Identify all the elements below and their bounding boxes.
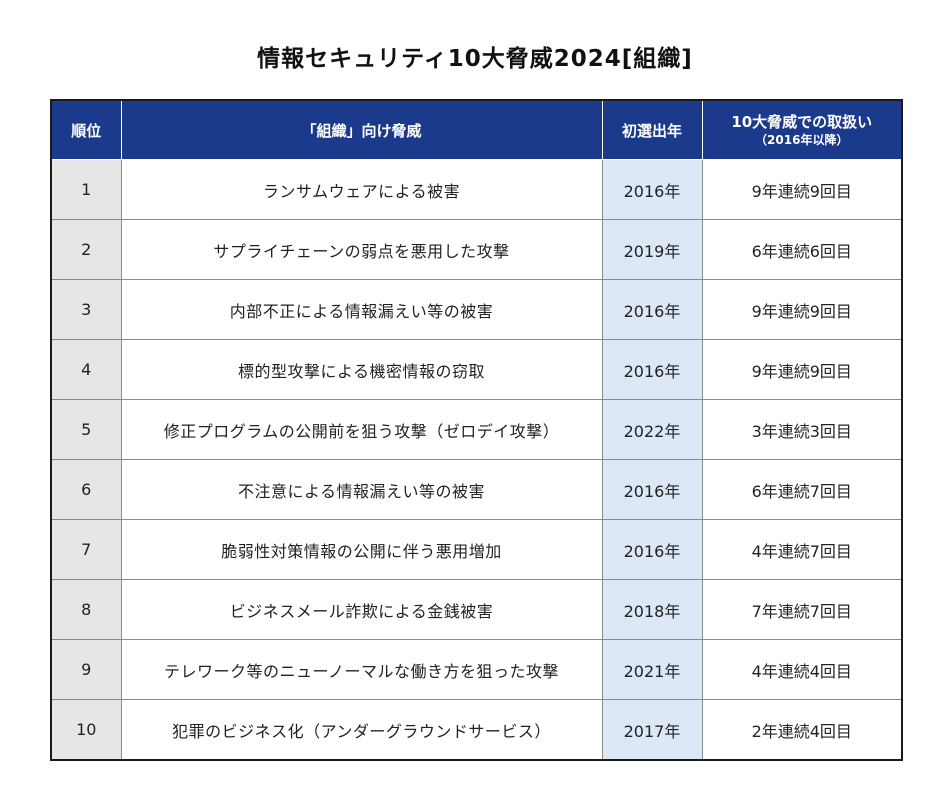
rank-cell: 4: [50, 339, 122, 400]
table-row: 8 ビジネスメール詐欺による金銭被害 2018年 7年連続7回目: [50, 579, 903, 640]
header-row: 順位 「組織」向け脅威 初選出年 10大脅威での取扱い （2016年以降）: [50, 99, 903, 160]
first-year-cell: 2021年: [601, 639, 703, 700]
threat-cell: 犯罪のビジネス化（アンダーグラウンドサービス）: [120, 699, 603, 761]
rank-cell: 2: [50, 219, 122, 280]
table-row: 4 標的型攻撃による機密情報の窃取 2016年 9年連続9回目: [50, 339, 903, 400]
threat-cell: ビジネスメール詐欺による金銭被害: [120, 579, 603, 640]
table-row: 2 サプライチェーンの弱点を悪用した攻撃 2019年 6年連続6回目: [50, 219, 903, 280]
rank-cell: 6: [50, 459, 122, 520]
history-cell: 6年連続6回目: [701, 219, 903, 280]
header-history-main: 10大脅威での取扱い: [731, 112, 873, 131]
header-history: 10大脅威での取扱い （2016年以降）: [701, 99, 903, 160]
table-row: 10 犯罪のビジネス化（アンダーグラウンドサービス） 2017年 2年連続4回目: [50, 699, 903, 761]
threat-cell: サプライチェーンの弱点を悪用した攻撃: [120, 219, 603, 280]
threat-cell: 修正プログラムの公開前を狙う攻撃（ゼロデイ攻撃）: [120, 399, 603, 460]
header-threat: 「組織」向け脅威: [120, 99, 603, 160]
table-row: 5 修正プログラムの公開前を狙う攻撃（ゼロデイ攻撃） 2022年 3年連続3回目: [50, 399, 903, 460]
first-year-cell: 2016年: [601, 339, 703, 400]
first-year-cell: 2022年: [601, 399, 703, 460]
history-cell: 4年連続7回目: [701, 519, 903, 580]
header-rank: 順位: [50, 99, 122, 160]
header-first-year: 初選出年: [601, 99, 703, 160]
threat-cell: 脆弱性対策情報の公開に伴う悪用増加: [120, 519, 603, 580]
first-year-cell: 2018年: [601, 579, 703, 640]
first-year-cell: 2017年: [601, 699, 703, 761]
table-row: 1 ランサムウェアによる被害 2016年 9年連続9回目: [50, 159, 903, 220]
table-row: 7 脆弱性対策情報の公開に伴う悪用増加 2016年 4年連続7回目: [50, 519, 903, 580]
rank-cell: 9: [50, 639, 122, 700]
page-title: 情報セキュリティ10大脅威2024[組織]: [257, 46, 693, 72]
first-year-cell: 2016年: [601, 279, 703, 340]
threat-cell: 不注意による情報漏えい等の被害: [120, 459, 603, 520]
rank-cell: 3: [50, 279, 122, 340]
rank-cell: 10: [50, 699, 122, 761]
rank-cell: 5: [50, 399, 122, 460]
table-row: 6 不注意による情報漏えい等の被害 2016年 6年連続7回目: [50, 459, 903, 520]
threat-ranking-table: 順位 「組織」向け脅威 初選出年 10大脅威での取扱い （2016年以降） 1 …: [50, 99, 903, 761]
threat-cell: ランサムウェアによる被害: [120, 159, 603, 220]
history-cell: 9年連続9回目: [701, 339, 903, 400]
table-row: 3 内部不正による情報漏えい等の被害 2016年 9年連続9回目: [50, 279, 903, 340]
history-cell: 4年連続4回目: [701, 639, 903, 700]
history-cell: 7年連続7回目: [701, 579, 903, 640]
table-body: 1 ランサムウェアによる被害 2016年 9年連続9回目 2 サプライチェーンの…: [50, 159, 903, 761]
rank-cell: 7: [50, 519, 122, 580]
history-cell: 2年連続4回目: [701, 699, 903, 761]
threat-cell: テレワーク等のニューノーマルな働き方を狙った攻撃: [120, 639, 603, 700]
first-year-cell: 2016年: [601, 519, 703, 580]
table-row: 9 テレワーク等のニューノーマルな働き方を狙った攻撃 2021年 4年連続4回目: [50, 639, 903, 700]
first-year-cell: 2016年: [601, 459, 703, 520]
history-cell: 6年連続7回目: [701, 459, 903, 520]
rank-cell: 8: [50, 579, 122, 640]
table-header: 順位 「組織」向け脅威 初選出年 10大脅威での取扱い （2016年以降）: [50, 99, 903, 160]
first-year-cell: 2016年: [601, 159, 703, 220]
history-cell: 9年連続9回目: [701, 279, 903, 340]
first-year-cell: 2019年: [601, 219, 703, 280]
history-cell: 9年連続9回目: [701, 159, 903, 220]
threat-cell: 標的型攻撃による機密情報の窃取: [120, 339, 603, 400]
rank-cell: 1: [50, 159, 122, 220]
threat-cell: 内部不正による情報漏えい等の被害: [120, 279, 603, 340]
history-cell: 3年連続3回目: [701, 399, 903, 460]
header-history-sub: （2016年以降）: [755, 132, 849, 147]
